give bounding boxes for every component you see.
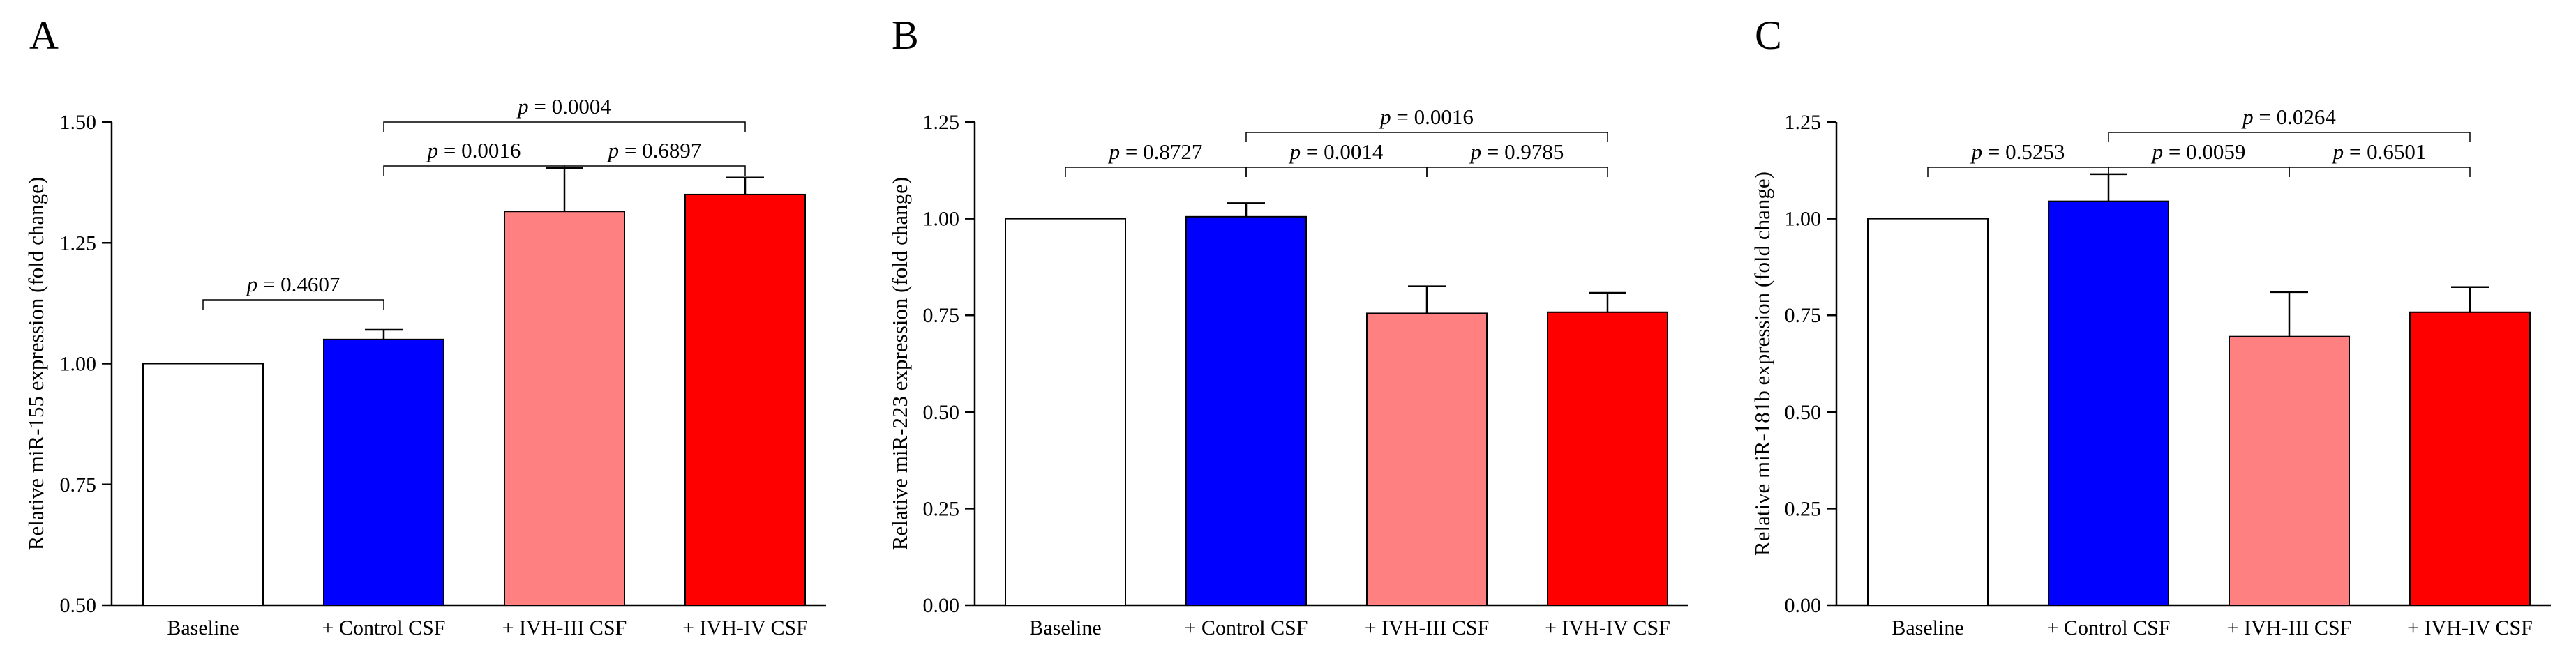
- p-value-label: p = 0.8727: [1108, 139, 1203, 164]
- p-value-label: p = 0.6897: [607, 138, 702, 162]
- p-value-label: p = 0.6501: [2332, 139, 2427, 164]
- significance-bracket: p = 0.0016: [1245, 105, 1608, 142]
- category-label: Baseline: [1892, 616, 1963, 639]
- bar: [1366, 312, 1488, 606]
- category-label: + IVH-III CSF: [1365, 616, 1490, 639]
- category-label: + Control CSF: [322, 616, 446, 639]
- p-value-label: p = 0.0016: [426, 138, 521, 162]
- bar: [323, 338, 444, 606]
- category-label: Baseline: [167, 616, 239, 639]
- bar: [1005, 218, 1126, 607]
- significance-bracket: p = 0.4607: [202, 272, 384, 310]
- y-tick-label: 1.00: [60, 353, 97, 376]
- bar: [504, 211, 625, 606]
- bar: [1867, 218, 1989, 607]
- panel-c: C 0.00 0.25 0.50 0.75 1.00 1.25 Relative miR-18…: [1750, 13, 2551, 639]
- bar: [1547, 311, 1668, 606]
- category-label: + IVH-IV CSF: [682, 616, 808, 639]
- bar: [2229, 335, 2350, 606]
- y-tick-label: 0.25: [923, 497, 960, 520]
- panel-letter: C: [1755, 13, 1782, 58]
- significance-bracket: p = 0.5253: [1927, 139, 2109, 177]
- y-tick-label: 0.75: [923, 304, 960, 327]
- panel-b: B 0.00 0.25 0.50 0.75 1.00 1.25 Relative miR-22…: [888, 13, 1688, 639]
- y-tick-label: 0.50: [1785, 401, 1822, 424]
- significance-bracket: p = 0.0014: [1245, 139, 1428, 177]
- category-label: + IVH-IV CSF: [1545, 616, 1670, 639]
- y-tick-label: 0.00: [923, 594, 960, 617]
- y-tick-label: 1.25: [923, 111, 960, 134]
- p-value-label: p = 0.0059: [2151, 139, 2246, 164]
- panel-letter: A: [29, 13, 59, 58]
- p-value-label: p = 0.0014: [1289, 139, 1384, 164]
- category-label: + IVH-IV CSF: [2407, 616, 2533, 639]
- significance-bracket: p = 0.0264: [2108, 105, 2471, 142]
- y-axis-label: Relative miR-155 expression (fold change…: [24, 177, 48, 550]
- p-value-label: p = 0.0016: [1379, 105, 1474, 129]
- category-label: Baseline: [1029, 616, 1101, 639]
- significance-bracket: p = 0.0004: [383, 94, 746, 132]
- y-tick-label: 1.25: [1785, 111, 1822, 134]
- category-label: + Control CSF: [2047, 616, 2171, 639]
- panel-letter: B: [892, 13, 919, 58]
- y-tick-label: 0.75: [60, 473, 97, 496]
- p-value-label: p = 0.0264: [2241, 105, 2336, 129]
- p-value-label: p = 0.0004: [516, 94, 611, 119]
- y-tick-label: 1.00: [1785, 208, 1822, 231]
- significance-bracket: p = 0.6501: [2289, 139, 2471, 177]
- y-tick-label: 0.00: [1785, 594, 1822, 617]
- y-tick-label: 0.50: [923, 401, 960, 424]
- y-axis-label: Relative miR-181b expression (fold chang…: [1750, 172, 1774, 556]
- significance-bracket: p = 0.0016: [383, 138, 565, 176]
- bar: [1185, 215, 1307, 606]
- y-tick-label: 1.00: [923, 208, 960, 231]
- p-value-label: p = 0.5253: [1970, 139, 2065, 164]
- category-label: + Control CSF: [1185, 616, 1308, 639]
- y-tick-label: 1.50: [60, 111, 97, 134]
- significance-bracket: p = 0.6897: [564, 138, 746, 176]
- significance-bracket: p = 0.8727: [1065, 139, 1247, 177]
- category-label: + IVH-III CSF: [502, 616, 627, 639]
- category-label: + IVH-III CSF: [2227, 616, 2352, 639]
- panel-a: A 0.50 0.75 1.00 1.25 1.50 Relative miR-155 ex…: [24, 13, 826, 639]
- significance-bracket: p = 0.0059: [2108, 139, 2290, 177]
- y-axis-label: Relative miR-223 expression (fold change…: [888, 177, 912, 550]
- bar: [142, 363, 264, 606]
- p-value-label: p = 0.9785: [1469, 139, 1564, 164]
- bar: [684, 193, 806, 606]
- y-tick-label: 1.25: [60, 231, 97, 254]
- bar: [2409, 311, 2531, 606]
- y-tick-label: 0.75: [1785, 304, 1822, 327]
- y-tick-label: 0.50: [60, 594, 97, 617]
- bar: [2048, 200, 2169, 607]
- significance-bracket: p = 0.9785: [1426, 139, 1608, 177]
- y-tick-label: 0.25: [1785, 497, 1822, 520]
- p-value-label: p = 0.4607: [246, 272, 340, 296]
